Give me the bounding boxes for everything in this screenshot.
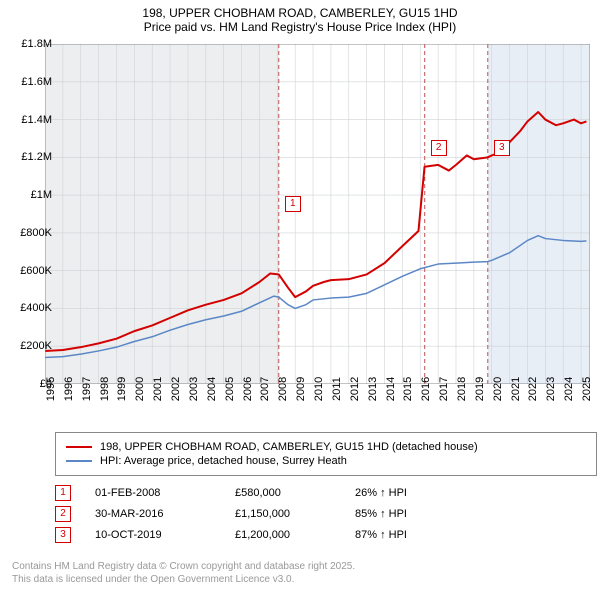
transaction-date: 10-OCT-2019 — [95, 529, 235, 541]
x-axis-tick-label: 2016 — [420, 377, 432, 401]
x-axis-tick-label: 2021 — [510, 377, 522, 401]
legend-swatch — [66, 446, 92, 448]
legend-box: 198, UPPER CHOBHAM ROAD, CAMBERLEY, GU15… — [55, 432, 597, 476]
legend-label: HPI: Average price, detached house, Surr… — [100, 455, 347, 467]
x-axis-tick-label: 2003 — [188, 377, 200, 401]
x-axis-tick-label: 1997 — [81, 377, 93, 401]
chart-area — [45, 44, 590, 384]
x-axis-tick-label: 2007 — [259, 377, 271, 401]
legend-label: 198, UPPER CHOBHAM ROAD, CAMBERLEY, GU15… — [100, 441, 478, 453]
transaction-marker: 3 — [55, 527, 71, 543]
chart-container: 198, UPPER CHOBHAM ROAD, CAMBERLEY, GU15… — [0, 0, 600, 590]
x-axis-tick-label: 2010 — [313, 377, 325, 401]
transaction-date: 01-FEB-2008 — [95, 487, 235, 499]
attribution-line2: This data is licensed under the Open Gov… — [12, 573, 355, 586]
x-axis-tick-label: 2001 — [152, 377, 164, 401]
x-axis-tick-label: 2000 — [134, 377, 146, 401]
x-axis-tick-label: 2023 — [545, 377, 557, 401]
transaction-row: 3 10-OCT-2019£1,200,00087% ↑ HPI — [55, 527, 575, 543]
x-axis-tick-label: 2005 — [224, 377, 236, 401]
x-axis-tick-label: 1999 — [116, 377, 128, 401]
transaction-marker: 1 — [55, 485, 71, 501]
transaction-row: 1 01-FEB-2008£580,00026% ↑ HPI — [55, 485, 575, 501]
legend-row: 198, UPPER CHOBHAM ROAD, CAMBERLEY, GU15… — [66, 441, 586, 453]
y-axis-tick-label: £1.6M — [21, 76, 52, 88]
x-axis-tick-label: 2013 — [367, 377, 379, 401]
legend-row: HPI: Average price, detached house, Surr… — [66, 455, 586, 467]
title-subtitle: Price paid vs. HM Land Registry's House … — [10, 20, 590, 34]
y-axis-tick-label: £1.4M — [21, 114, 52, 126]
x-axis-tick-label: 2025 — [581, 377, 593, 401]
x-axis-tick-label: 2017 — [438, 377, 450, 401]
y-axis-tick-label: £1M — [31, 189, 52, 201]
x-axis-tick-label: 2014 — [385, 377, 397, 401]
x-axis-tick-label: 2006 — [242, 377, 254, 401]
event-marker: 3 — [494, 140, 510, 156]
x-axis-tick-label: 2020 — [492, 377, 504, 401]
transaction-date: 30-MAR-2016 — [95, 508, 235, 520]
event-marker: 1 — [285, 196, 301, 212]
legend-swatch — [66, 460, 92, 462]
x-axis-tick-label: 2018 — [456, 377, 468, 401]
attribution-line1: Contains HM Land Registry data © Crown c… — [12, 560, 355, 573]
attribution: Contains HM Land Registry data © Crown c… — [12, 560, 355, 586]
plot-svg — [45, 44, 590, 384]
x-axis-tick-label: 2015 — [402, 377, 414, 401]
x-axis-tick-label: 1998 — [99, 377, 111, 401]
transaction-row: 2 30-MAR-2016£1,150,00085% ↑ HPI — [55, 506, 575, 522]
transaction-pct: 85% ↑ HPI — [355, 508, 495, 520]
y-axis-tick-label: £200K — [20, 340, 52, 352]
x-axis-tick-label: 2022 — [527, 377, 539, 401]
x-axis-tick-label: 2024 — [563, 377, 575, 401]
x-axis-tick-label: 1995 — [45, 377, 57, 401]
title-block: 198, UPPER CHOBHAM ROAD, CAMBERLEY, GU15… — [0, 0, 600, 38]
transaction-price: £1,200,000 — [235, 529, 355, 541]
transaction-table: 1 01-FEB-2008£580,00026% ↑ HPI 2 30-MAR-201… — [55, 480, 575, 548]
title-address: 198, UPPER CHOBHAM ROAD, CAMBERLEY, GU15… — [10, 6, 590, 20]
y-axis-tick-label: £600K — [20, 265, 52, 277]
x-axis-tick-label: 2012 — [349, 377, 361, 401]
x-axis-tick-label: 2002 — [170, 377, 182, 401]
y-axis-tick-label: £1.2M — [21, 151, 52, 163]
y-axis-tick-label: £400K — [20, 302, 52, 314]
x-axis-tick-label: 2011 — [331, 377, 343, 401]
transaction-marker: 2 — [55, 506, 71, 522]
y-axis-tick-label: £800K — [20, 227, 52, 239]
event-marker: 2 — [431, 140, 447, 156]
transaction-price: £580,000 — [235, 487, 355, 499]
x-axis-tick-label: 2009 — [295, 377, 307, 401]
transaction-pct: 26% ↑ HPI — [355, 487, 495, 499]
x-axis-tick-label: 2008 — [277, 377, 289, 401]
x-axis-tick-label: 1996 — [63, 377, 75, 401]
x-axis-tick-label: 2019 — [474, 377, 486, 401]
transaction-pct: 87% ↑ HPI — [355, 529, 495, 541]
transaction-price: £1,150,000 — [235, 508, 355, 520]
x-axis-tick-label: 2004 — [206, 377, 218, 401]
y-axis-tick-label: £1.8M — [21, 38, 52, 50]
